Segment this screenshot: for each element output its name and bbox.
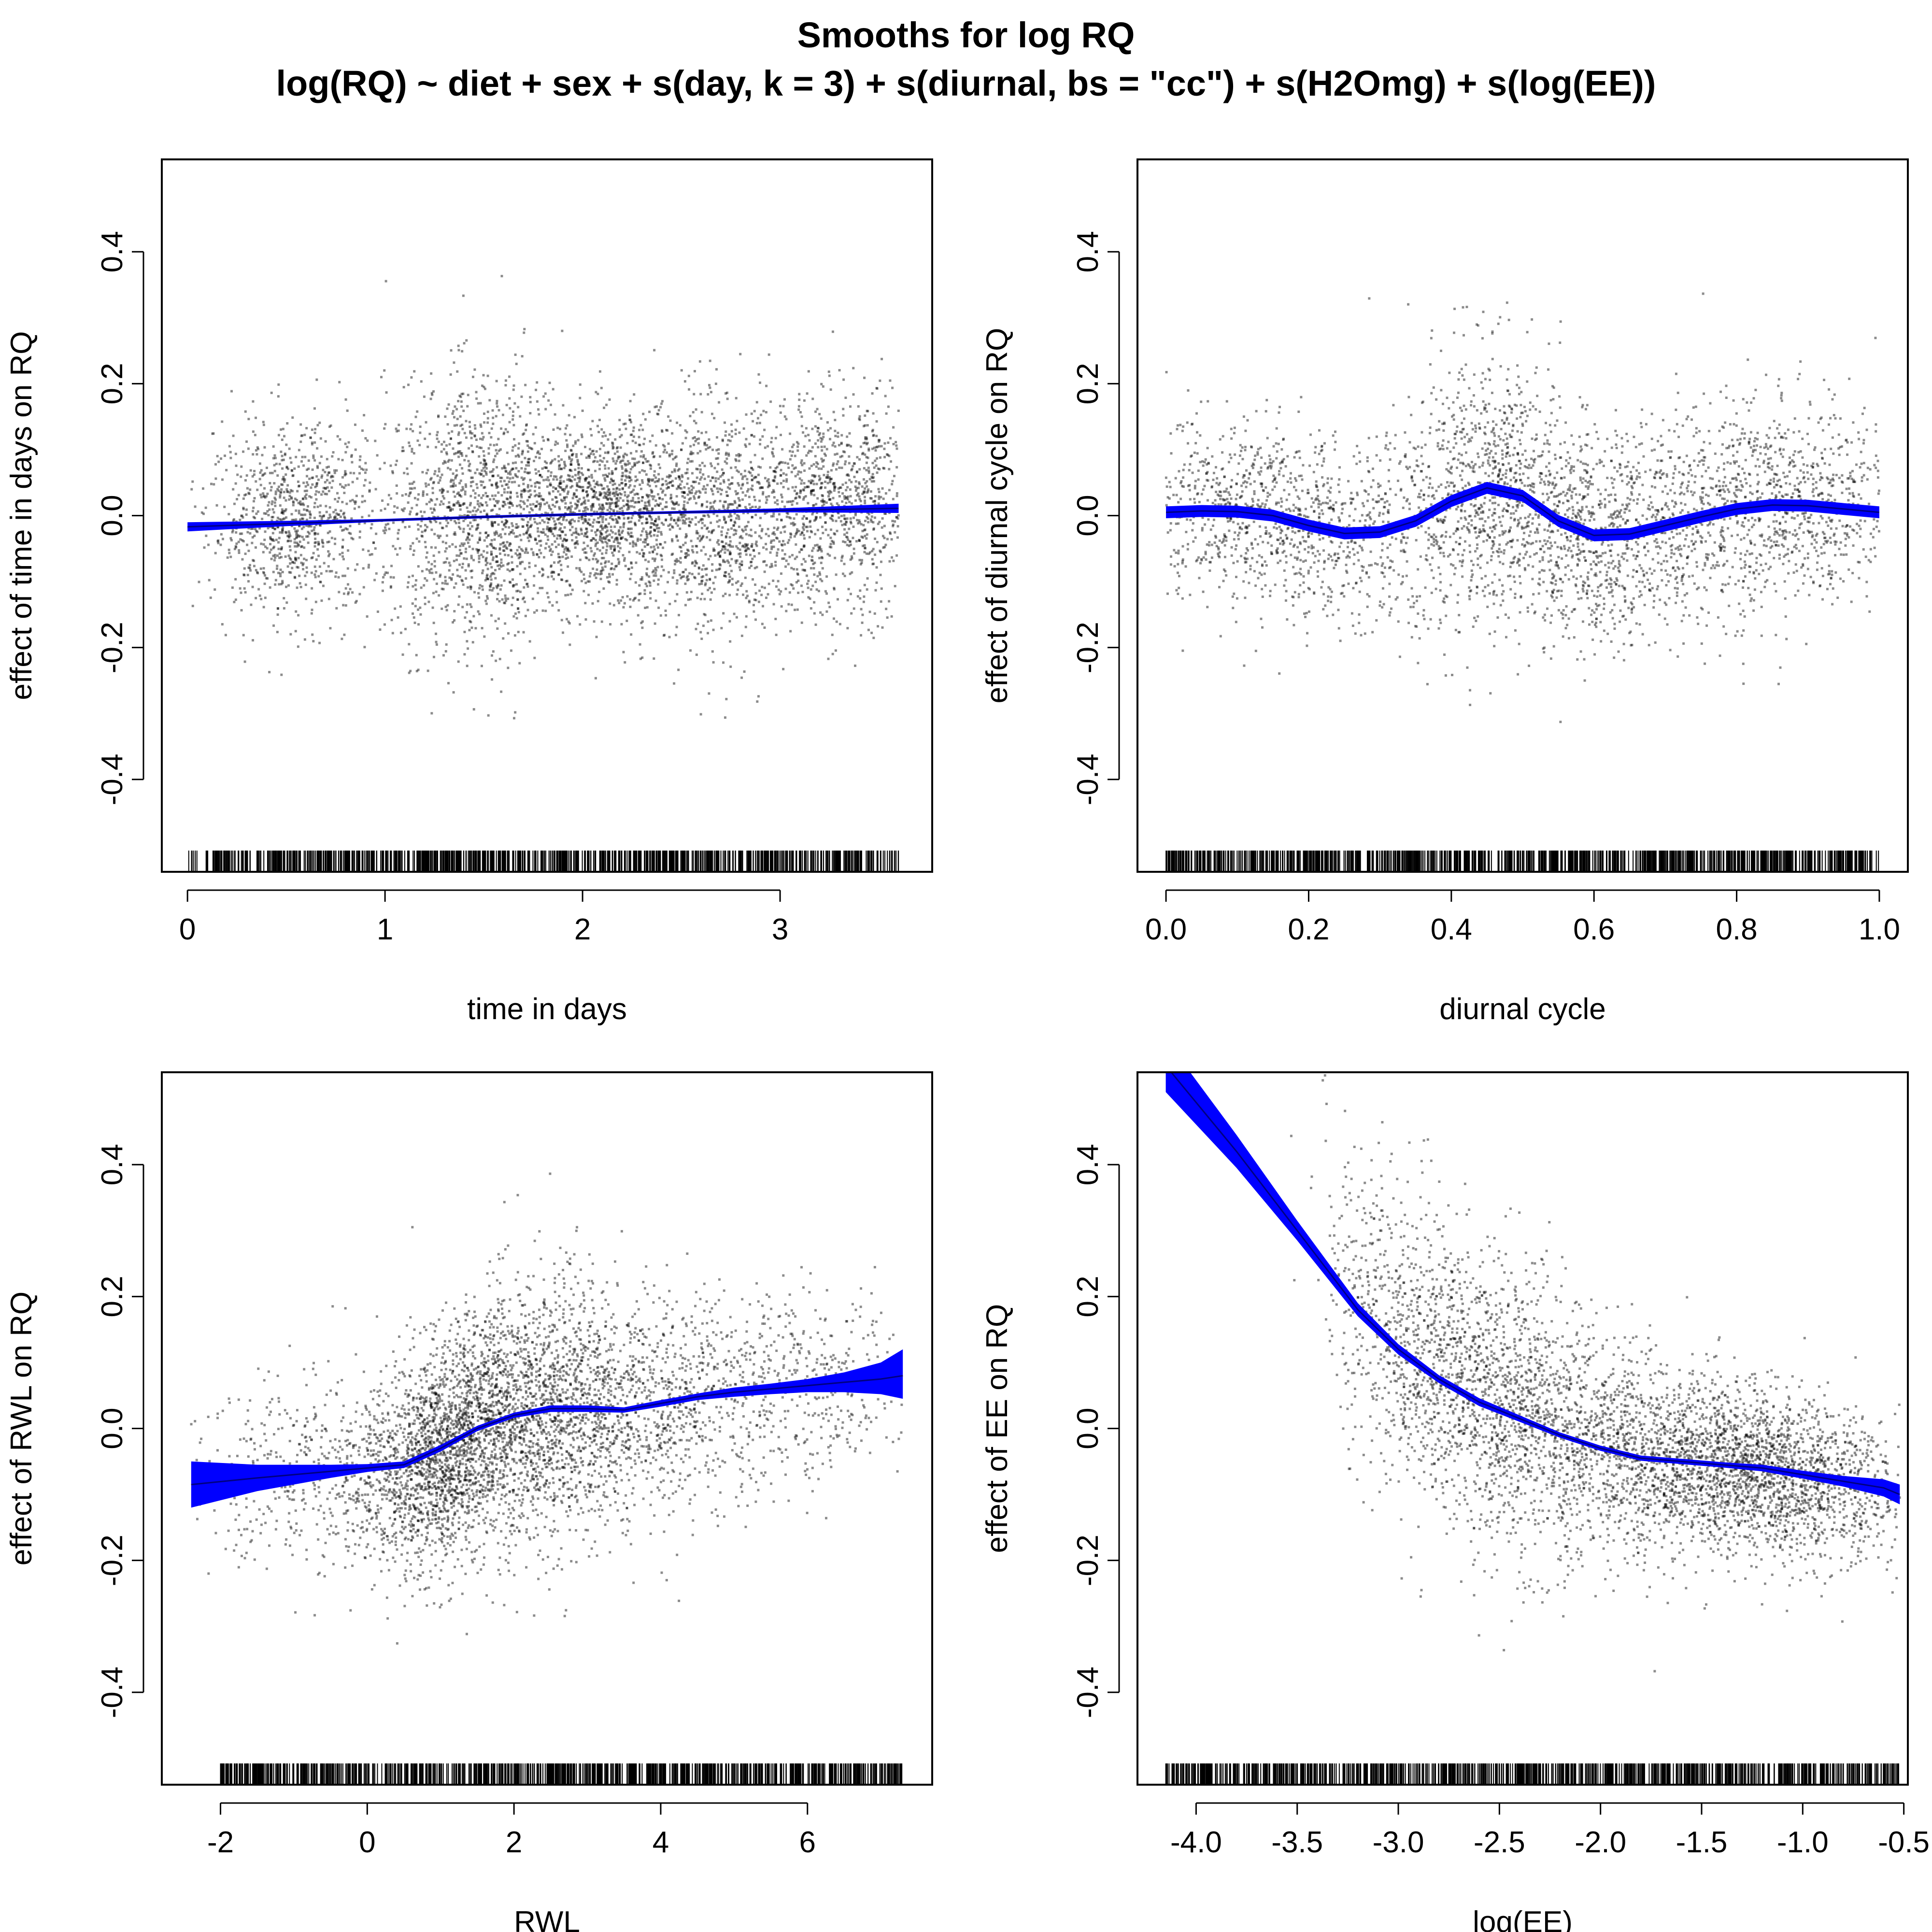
y-axis-label: effect of EE on RQ [980,1304,1014,1553]
y-tick-label: -0.2 [1071,1534,1105,1586]
x-tick-label: 6 [799,1826,816,1859]
x-tick-label: 0.6 [1573,913,1615,946]
rug-marks [188,851,899,872]
x-tick-label: -2.0 [1575,1826,1626,1859]
x-tick-label: -1.0 [1777,1826,1829,1859]
x-tick-label: -0.5 [1878,1826,1930,1859]
x-axis-label: time in days [467,993,627,1026]
rug-marks [220,1763,903,1785]
y-tick-label: 0.4 [1071,231,1105,272]
smooth-curve [187,508,899,528]
rug-marks [1165,851,1879,872]
y-tick-label: 0.4 [1071,1144,1105,1185]
y-tick-label: 0.2 [96,1276,129,1317]
x-axis-label: RWL [514,1905,580,1932]
y-axis-label: effect of diurnal cycle on RQ [980,328,1014,704]
panel-rwl: -2 0 2 4 6 RWL -0.4 -0.2 0.0 0.2 0.4 effect of RWL … [5,1071,933,1932]
plot-frame [161,1071,933,1786]
x-tick-label: -3.0 [1373,1826,1424,1859]
y-tick-label: 0.4 [96,231,129,272]
confidence-band [1166,482,1879,541]
panel-log-ee: -4.0 -3.5 -3.0 -2.5 -2.0 -1.5 -1.0 -0.5 log(EE) -… [980,1071,1930,1932]
y-tick-label: -0.2 [96,622,129,673]
panel-diurnal-cycle: 0.0 0.2 0.4 0.6 0.8 1.0 diurnal cycle -0.4 -0.2 0… [980,158,1909,1026]
x-tick-label: -4.0 [1170,1826,1222,1859]
y-tick-label: 0.2 [1071,1276,1105,1317]
y-tick-label: 0.2 [96,363,129,404]
smooth-curve [1170,1072,1900,1495]
y-tick-label: -0.4 [1071,1666,1105,1718]
y-tick-label: 0.0 [96,1407,129,1449]
smooth-curve [191,1375,903,1486]
plot-frame [161,158,933,873]
x-tick-label: 2 [574,913,591,946]
y-tick-label: 0.2 [1071,363,1105,404]
figure-title: Smooths for log RQ [0,14,1932,56]
y-tick-label: -0.4 [1071,753,1105,805]
y-axis-label: effect of time in days on RQ [5,331,38,700]
x-axis-label: log(EE) [1473,1905,1573,1932]
x-tick-label: 2 [506,1826,522,1859]
x-tick-label: -2 [207,1826,234,1859]
y-tick-label: 0.0 [96,495,129,536]
x-tick-label: -1.5 [1676,1826,1728,1859]
x-tick-label: 0.8 [1716,913,1757,946]
y-tick-label: 0.0 [1071,495,1105,536]
y-tick-label: 0.0 [1071,1407,1105,1449]
residual-points [187,275,900,720]
y-tick-label: -0.2 [1071,622,1105,673]
plot-frame [1136,158,1909,873]
x-tick-label: 0.0 [1145,913,1187,946]
panel-time-in-days: 0 1 2 3 time in days -0.4 -0.2 0.0 0.2 0.4 effect … [5,158,933,1026]
smooth-curve [1166,487,1880,537]
x-tick-label: -2.5 [1474,1826,1525,1859]
confidence-band [187,503,899,532]
rug-marks [1165,1763,1900,1785]
x-tick-label: 1.0 [1859,913,1900,946]
x-tick-label: 3 [772,913,788,946]
x-tick-label: 0.2 [1288,913,1329,946]
x-tick-label: 0 [359,1826,375,1859]
y-tick-label: -0.4 [96,753,129,805]
x-axis-label: diurnal cycle [1439,993,1606,1026]
x-tick-label: 1 [377,913,393,946]
y-tick-label: 0.4 [96,1144,129,1185]
x-tick-label: 0.4 [1431,913,1472,946]
y-axis-label: effect of RWL on RQ [5,1292,38,1565]
figure-subtitle: log(RQ) ~ diet + sex + s(day, k = 3) + s… [0,63,1932,104]
residual-points [1290,1074,1901,1673]
plot-frame [1136,1071,1909,1786]
y-tick-label: -0.4 [96,1666,129,1718]
residual-points [1165,292,1880,724]
x-tick-label: 4 [653,1826,669,1859]
x-tick-label: 0 [179,913,196,946]
y-tick-label: -0.2 [96,1534,129,1586]
x-tick-label: -3.5 [1271,1826,1323,1859]
